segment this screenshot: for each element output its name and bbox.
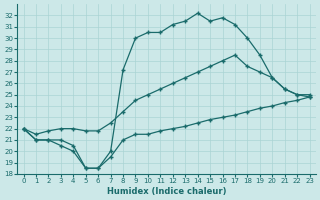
X-axis label: Humidex (Indice chaleur): Humidex (Indice chaleur)	[107, 187, 226, 196]
